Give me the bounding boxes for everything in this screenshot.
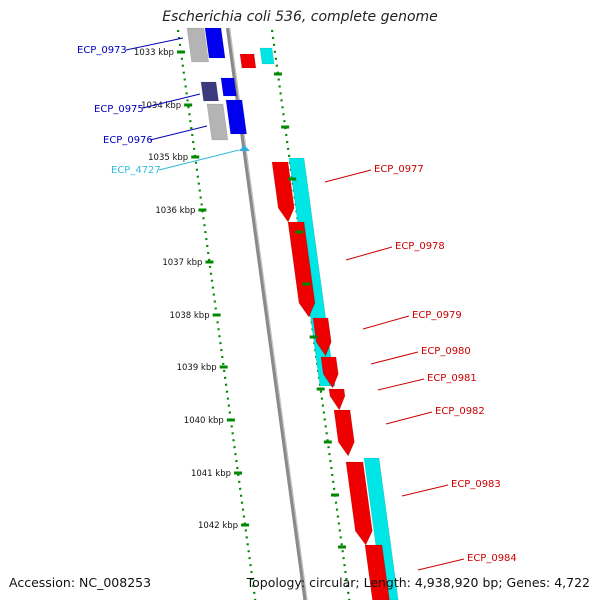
reverse-dark-block	[200, 81, 219, 102]
genome-summary-text: Topology: circular; Length: 4,938,920 bp…	[246, 575, 590, 590]
forward-gene-block	[320, 356, 339, 389]
tick-label: 1042 kbp	[198, 521, 238, 531]
tick-label: 1040 kbp	[184, 416, 224, 426]
map-title: Escherichia coli 536, complete genome	[162, 9, 438, 25]
forward-gene-block	[328, 388, 346, 411]
gene-label: ECP_0982	[435, 406, 485, 417]
forward-gene-block	[345, 461, 373, 546]
gene-label: ECP_0978	[395, 241, 445, 252]
accession-text: Accession: NC_008253	[9, 575, 152, 590]
gene-label-leader	[370, 351, 419, 365]
gene-label: ECP_0976	[103, 135, 153, 146]
gene-label-leader	[324, 169, 372, 183]
gene-label-leader	[417, 558, 465, 571]
gene-label-leader	[401, 484, 449, 497]
reverse-cds-block	[206, 103, 229, 141]
tick-label: 1038 kbp	[170, 311, 210, 321]
reverse-cds-block	[186, 27, 209, 63]
gene-label-leader	[385, 411, 433, 425]
gene-label-leader	[345, 246, 393, 261]
gene-label: ECP_4727	[111, 165, 161, 176]
forward-gene-block	[364, 544, 390, 600]
gene-label-leader	[158, 149, 240, 171]
gene-label-leader	[125, 37, 184, 51]
gene-label: ECP_0977	[374, 164, 424, 175]
tick-label: 1034 kbp	[141, 101, 181, 111]
forward-cds-block	[259, 47, 275, 65]
reverse-gene-block	[225, 99, 247, 135]
gene-label: ECP_0973	[77, 45, 127, 56]
tick-label: 1041 kbp	[191, 469, 231, 479]
tick-label: 1036 kbp	[155, 206, 195, 216]
gene-label-leader	[377, 378, 425, 391]
gene-label-leader	[149, 125, 208, 141]
gene-label-leader	[362, 315, 410, 330]
reverse-gene-block	[204, 27, 226, 59]
tick-label: 1037 kbp	[162, 258, 202, 268]
gene-label: ECP_0984	[467, 553, 517, 564]
small-feature-marker	[239, 145, 250, 151]
forward-gene-block	[239, 53, 257, 69]
gene-label: ECP_0983	[451, 479, 501, 490]
gene-label-leader	[142, 93, 201, 109]
gene-label: ECP_0979	[412, 310, 462, 321]
map-band	[176, 30, 488, 600]
gene-label: ECP_0980	[421, 346, 471, 357]
forward-gene-block	[333, 409, 355, 457]
reverse-gene-arrow	[220, 77, 237, 97]
gene-label: ECP_0981	[427, 373, 477, 384]
forward-gene-block	[287, 221, 316, 318]
tick-label: 1035 kbp	[148, 153, 188, 163]
tick-label: 1033 kbp	[134, 48, 174, 58]
tick-label: 1039 kbp	[177, 363, 217, 373]
gene-label: ECP_0975	[94, 104, 144, 115]
forward-gene-block	[271, 161, 295, 223]
